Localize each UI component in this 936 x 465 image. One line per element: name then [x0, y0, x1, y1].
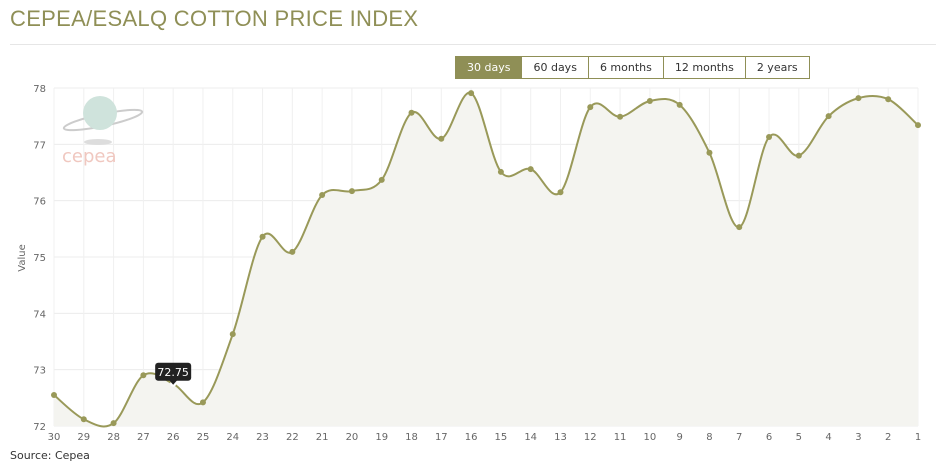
x-tick-label: 12 [584, 432, 597, 443]
data-point [497, 168, 504, 175]
page-title: CEPEA/ESALQ COTTON PRICE INDEX [10, 6, 419, 31]
x-tick-label: 29 [77, 432, 90, 443]
x-tick-label: 22 [286, 432, 299, 443]
data-point [319, 192, 326, 199]
x-tick-label: 16 [465, 432, 478, 443]
x-tick-label: 6 [766, 432, 772, 443]
x-tick-label: 19 [375, 432, 388, 443]
data-point [468, 90, 475, 97]
data-point [378, 176, 385, 183]
data-point [676, 101, 683, 108]
data-point [915, 122, 921, 129]
y-tick-label: 72 [33, 422, 46, 433]
tooltip-value: 72.75 [157, 366, 189, 379]
data-point [51, 392, 57, 399]
svg-text:cepea: cepea [62, 146, 117, 167]
data-point [855, 95, 862, 102]
x-tick-label: 13 [554, 432, 567, 443]
x-tick-label: 3 [855, 432, 861, 443]
data-point [587, 104, 594, 111]
data-point [110, 420, 117, 427]
x-tick-label: 14 [524, 432, 537, 443]
x-tick-label: 2 [885, 432, 891, 443]
data-point [259, 233, 266, 240]
range-30-days-button[interactable]: 30 days [456, 57, 522, 78]
data-point [766, 134, 773, 141]
data-point [348, 188, 355, 195]
data-point [825, 113, 832, 120]
x-tick-label: 17 [435, 432, 448, 443]
data-point [408, 109, 415, 116]
cepea-logo: cepea [62, 96, 144, 167]
y-tick-label: 74 [33, 309, 46, 320]
range-12-months-button[interactable]: 12 months [662, 57, 745, 78]
x-tick-label: 25 [197, 432, 210, 443]
x-tick-label: 20 [346, 432, 359, 443]
y-tick-label: 77 [33, 140, 46, 151]
x-tick-label: 30 [48, 432, 61, 443]
data-point [199, 399, 206, 406]
range-6-months-button[interactable]: 6 months [587, 57, 663, 78]
y-axis-title: Value [17, 244, 28, 271]
x-tick-label: 23 [256, 432, 269, 443]
data-point [229, 331, 236, 338]
data-point [438, 135, 445, 142]
x-tick-label: 18 [405, 432, 418, 443]
data-point [80, 416, 87, 423]
range-selector: 30 days 60 days 6 months 12 months 2 yea… [455, 56, 810, 79]
x-tick-label: 5 [796, 432, 802, 443]
data-point [885, 96, 892, 103]
x-tick-label: 15 [495, 432, 508, 443]
data-point [140, 372, 147, 379]
x-tick-label: 1 [915, 432, 921, 443]
x-tick-label: 24 [226, 432, 239, 443]
x-tick-label: 27 [137, 432, 150, 443]
x-tick-label: 21 [316, 432, 329, 443]
x-tick-label: 8 [706, 432, 712, 443]
range-60-days-button[interactable]: 60 days [521, 57, 587, 78]
x-tick-label: 4 [825, 432, 831, 443]
y-tick-label: 75 [33, 253, 46, 264]
source-note: Source: Cepea [10, 449, 90, 462]
x-tick-label: 10 [643, 432, 656, 443]
x-tick-label: 28 [107, 432, 120, 443]
x-tick-label: 11 [614, 432, 627, 443]
y-tick-label: 73 [33, 366, 46, 377]
range-2-years-button[interactable]: 2 years [744, 57, 809, 78]
y-tick-label: 76 [33, 197, 46, 208]
data-point [646, 97, 653, 104]
x-tick-label: 9 [676, 432, 682, 443]
x-tick-label: 26 [167, 432, 180, 443]
data-point [795, 152, 802, 159]
x-tick-label: 7 [736, 432, 742, 443]
data-point [706, 149, 713, 156]
data-point [617, 113, 624, 120]
y-tick-label: 78 [33, 84, 46, 95]
data-point [289, 248, 296, 255]
data-point [527, 166, 534, 173]
data-point [736, 224, 743, 231]
data-point [557, 189, 564, 196]
area-fill [54, 92, 918, 427]
tooltip: 72.75 [155, 362, 192, 385]
title-divider [10, 44, 936, 45]
